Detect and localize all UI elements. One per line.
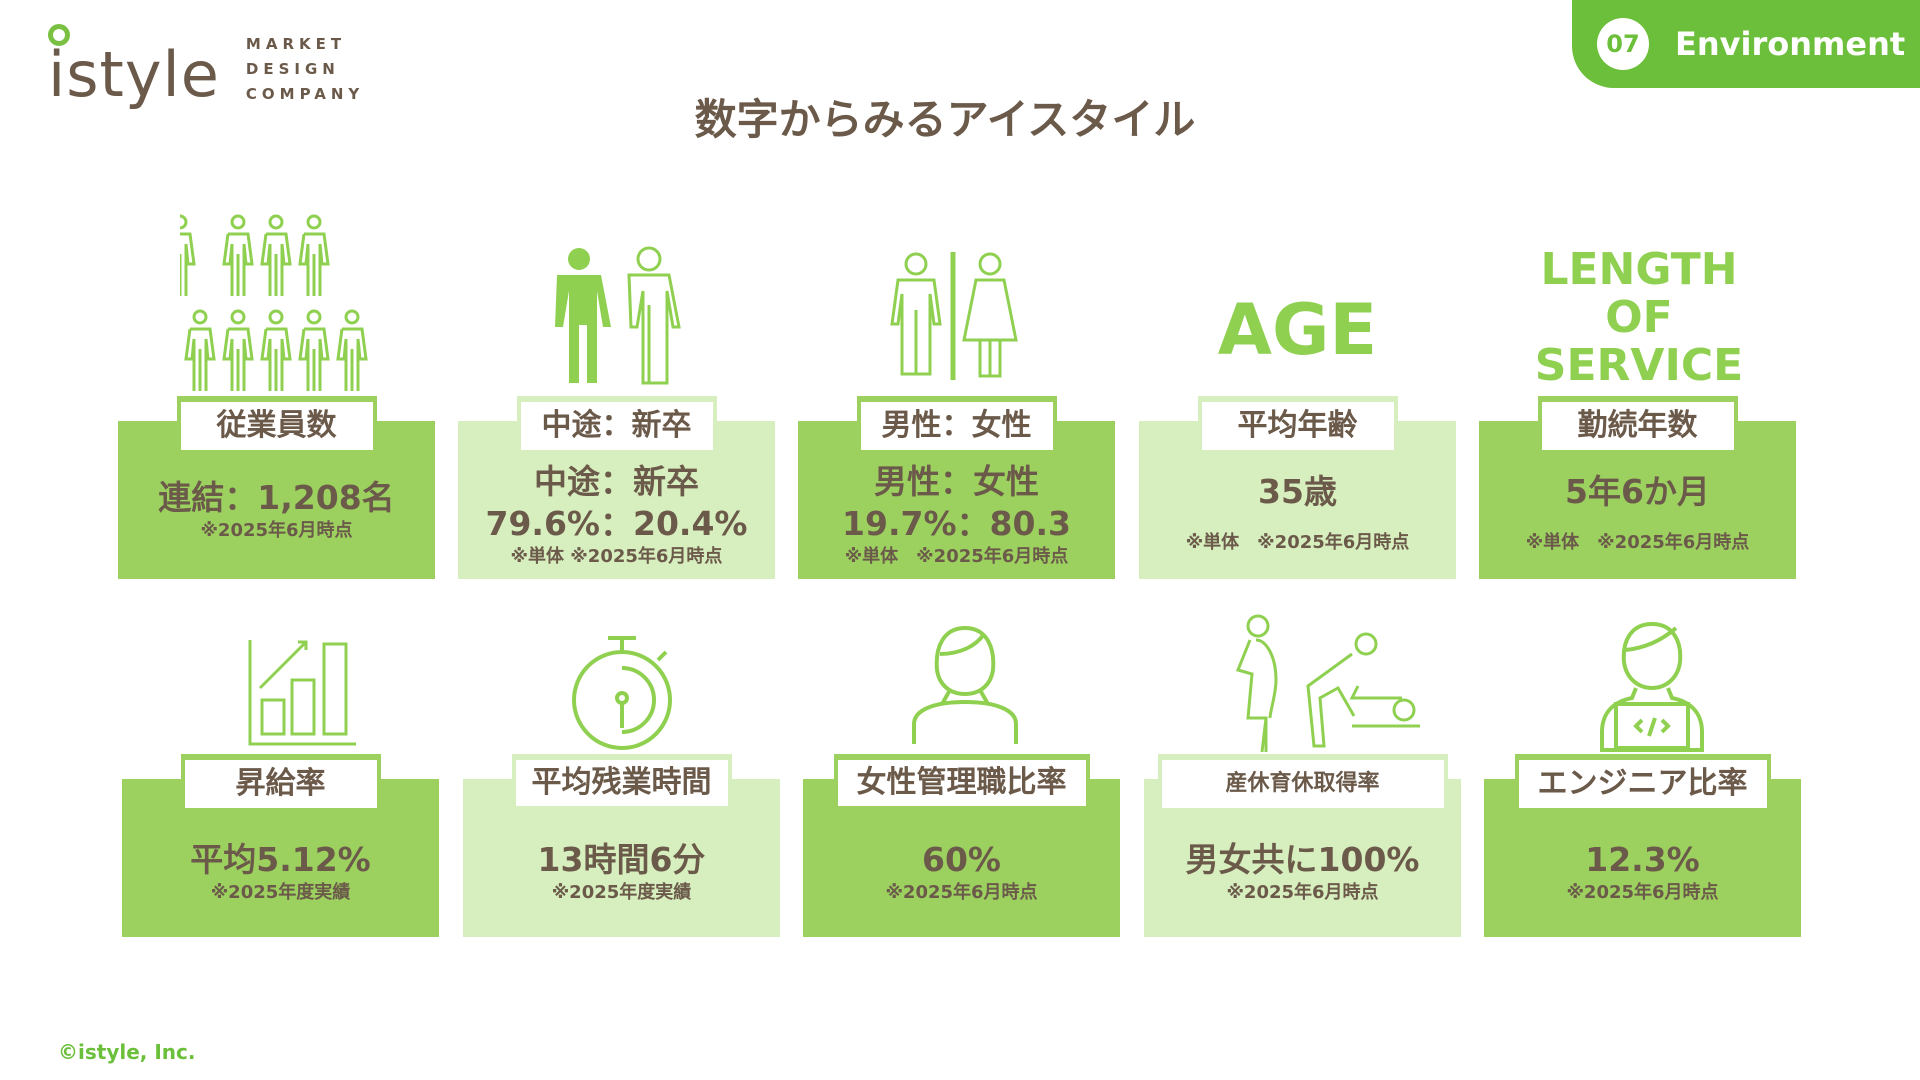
card-note: ※2025年度実績 bbox=[551, 882, 692, 903]
card-value: 男女共に100% bbox=[1185, 840, 1420, 879]
card-value: 35歳 bbox=[1258, 472, 1337, 511]
card-label: 従業員数 bbox=[176, 396, 377, 454]
card-value-2: 79.6%：20.4% bbox=[485, 504, 748, 543]
stat-card-employees: 従業員数 連結：1,208名 ※2025年6月時点 bbox=[118, 396, 435, 579]
section-number: 07 bbox=[1597, 18, 1649, 70]
istyle-logo: istyle MARKET DESIGN COMPANY bbox=[48, 24, 364, 111]
card-note: ※単体 ※2025年6月時点 bbox=[1185, 532, 1410, 553]
logo-sub-3: COMPANY bbox=[245, 85, 365, 103]
people-group-icon bbox=[180, 214, 368, 393]
card-note: ※2025年6月時点 bbox=[1226, 882, 1379, 903]
stat-card-midcareer-newgrad: 中途：新卒 中途：新卒 79.6%：20.4% ※単体 ※2025年6月時点 bbox=[458, 396, 775, 579]
stat-card-raise-rate: 昇給率 平均5.12% ※2025年度実績 bbox=[122, 754, 439, 937]
card-note: ※2025年6月時点 bbox=[200, 520, 353, 541]
card-value: 13時間6分 bbox=[537, 840, 706, 879]
stopwatch-icon bbox=[572, 636, 672, 750]
logo-sub-1: MARKET bbox=[245, 35, 347, 53]
card-value: 平均5.12% bbox=[190, 840, 371, 879]
logo-subtitle: MARKET DESIGN COMPANY bbox=[246, 32, 364, 107]
card-label: 勤続年数 bbox=[1537, 396, 1738, 454]
page-title: 数字からみるアイスタイル bbox=[694, 95, 1196, 144]
logo-wordmark: istyle bbox=[48, 24, 220, 111]
length-of-service-heading: LENGTH OF SERVICE bbox=[1534, 244, 1744, 391]
logo-text: istyle bbox=[48, 38, 220, 111]
section-label: Environment bbox=[1675, 25, 1906, 63]
stat-card-engineer-ratio: エンジニア比率 12.3% ※2025年6月時点 bbox=[1484, 754, 1801, 937]
logo-sub-2: DESIGN bbox=[245, 60, 340, 78]
card-label: 女性管理職比率 bbox=[833, 754, 1090, 810]
stat-card-gender-ratio: 男性：女性 男性：女性 19.7%：80.3 ※単体 ※2025年6月時点 bbox=[798, 396, 1115, 579]
section-tab: 07 Environment bbox=[1572, 0, 1920, 88]
two-persons-icon bbox=[555, 246, 681, 385]
card-note: ※単体 ※2025年6月時点 bbox=[844, 546, 1069, 567]
card-label: 平均年齢 bbox=[1197, 396, 1398, 454]
stat-card-overtime: 平均残業時間 13時間6分 ※2025年度実績 bbox=[463, 754, 780, 937]
card-label: 男性：女性 bbox=[856, 396, 1057, 454]
card-label: 昇給率 bbox=[180, 754, 381, 812]
card-label: 産休育休取得率 bbox=[1157, 754, 1448, 812]
card-value: 60% bbox=[922, 840, 1001, 879]
bar-chart-icon bbox=[248, 640, 356, 746]
parental-leave-icon bbox=[1235, 614, 1420, 752]
card-value: 中途：新卒 bbox=[534, 462, 699, 501]
logo-dot-icon bbox=[48, 24, 70, 46]
card-value-2: 19.7%：80.3 bbox=[842, 504, 1071, 543]
stat-card-length-of-service: 勤続年数 5年6か月 ※単体 ※2025年6月時点 bbox=[1479, 396, 1796, 579]
card-value: 連結：1,208名 bbox=[158, 478, 395, 517]
card-note: ※2025年6月時点 bbox=[885, 882, 1038, 903]
card-value: 男性：女性 bbox=[874, 462, 1039, 501]
card-value: 12.3% bbox=[1585, 840, 1700, 879]
age-heading: AGE bbox=[1217, 289, 1378, 371]
copyright: ©istyle, Inc. bbox=[58, 1040, 196, 1064]
card-note: ※2025年度実績 bbox=[210, 882, 351, 903]
stat-card-parental-leave: 産休育休取得率 男女共に100% ※2025年6月時点 bbox=[1144, 754, 1461, 937]
card-note: ※単体 ※2025年6月時点 bbox=[510, 546, 723, 567]
card-note: ※2025年6月時点 bbox=[1566, 882, 1719, 903]
card-label: エンジニア比率 bbox=[1514, 754, 1771, 812]
woman-icon bbox=[912, 625, 1018, 744]
stat-card-average-age: 平均年齢 35歳 ※単体 ※2025年6月時点 bbox=[1139, 396, 1456, 579]
card-label: 平均残業時間 bbox=[511, 754, 732, 810]
card-label: 中途：新卒 bbox=[516, 396, 717, 454]
male-female-icon bbox=[890, 252, 1018, 380]
engineer-laptop-icon bbox=[1600, 621, 1704, 752]
stat-card-female-managers: 女性管理職比率 60% ※2025年6月時点 bbox=[803, 754, 1120, 937]
card-value: 5年6か月 bbox=[1565, 472, 1710, 511]
card-note: ※単体 ※2025年6月時点 bbox=[1525, 532, 1750, 553]
